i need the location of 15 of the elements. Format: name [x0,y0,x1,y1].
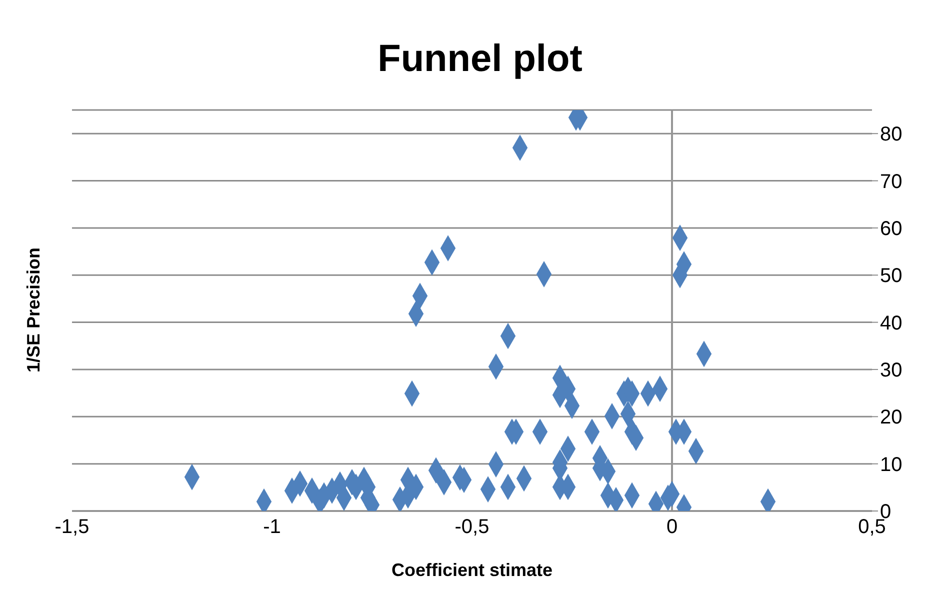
x-tick-label: 0 [666,516,678,538]
y-tick-label: 40 [880,312,902,334]
y-tick-label: 30 [880,360,902,382]
y-axis-title: 1/SE Precision [24,247,44,373]
y-tick-label: 10 [880,454,902,476]
chart-title: Funnel plot [376,38,584,81]
x-tick-label: -1,5 [54,516,90,538]
x-tick-label: -0,5 [454,516,490,538]
y-tick-label: 60 [880,218,902,240]
y-tick-label: 80 [880,124,902,146]
y-tick-label: 50 [880,265,902,288]
y-tick-label: 70 [880,170,902,193]
y-tick-label: 20 [880,406,902,429]
x-tick-label: -1 [263,516,281,538]
x-axis-title: Coefficient stimate [390,560,554,581]
